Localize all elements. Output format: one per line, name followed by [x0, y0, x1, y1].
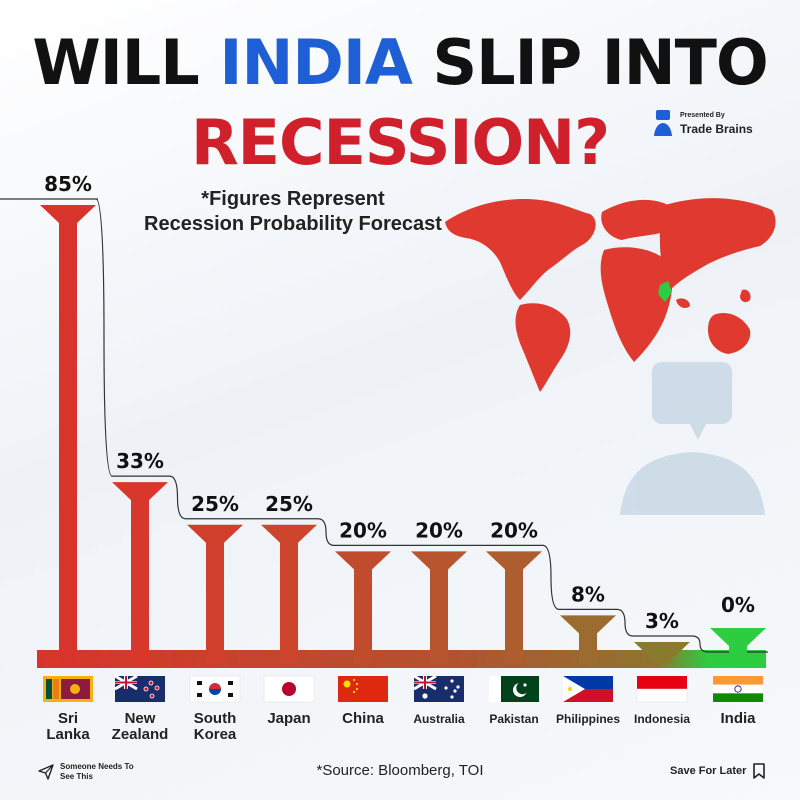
bar-cap [261, 524, 317, 543]
bar-column [579, 629, 597, 664]
value-label: 25% [191, 492, 239, 516]
south-korea-flag [189, 675, 241, 703]
indonesia-flag [636, 676, 688, 703]
bar-column [729, 644, 747, 654]
brand-name: Trade Brains [680, 122, 753, 136]
person-silhouette [620, 362, 765, 515]
bar-cap [112, 482, 168, 501]
category-label: South Korea [194, 710, 237, 743]
bar-column [59, 219, 77, 664]
value-label: 3% [645, 609, 679, 633]
headline-line-1: WILL INDIA SLIP INTO [0, 26, 800, 100]
bar-column [206, 538, 224, 664]
india-flag [713, 676, 763, 702]
bar-column [131, 496, 149, 664]
category-label: New Zealand [112, 710, 169, 743]
bar-cap [560, 615, 616, 634]
sri-lanka-flag [43, 676, 93, 702]
category-label: Pakistan [489, 712, 538, 726]
subtitle-line-2: Recession Probability Forecast [144, 213, 442, 235]
bar-cap [335, 551, 391, 570]
bar-philippines [560, 615, 616, 664]
subtitle-line-1: *Figures Represent [201, 188, 385, 210]
value-label: 85% [44, 172, 92, 196]
save-for-later-label[interactable]: Save For Later [670, 765, 747, 777]
bar-column [354, 565, 372, 664]
category-label: Sri Lanka [46, 710, 90, 743]
source-note: *Source: Bloomberg, TOI [316, 762, 484, 779]
category-label: Japan [267, 710, 310, 727]
japan-flag [263, 675, 315, 703]
subtitle: *Figures Represent Recession Probability… [118, 187, 468, 237]
category-label: Indonesia [634, 712, 690, 726]
presented-by-label: Presented By [680, 112, 725, 119]
value-label: 0% [721, 593, 755, 617]
bar-cap [411, 551, 467, 570]
value-label: 20% [415, 518, 463, 542]
category-label: India [720, 710, 756, 727]
value-label: 8% [571, 582, 605, 606]
bar-india [710, 628, 766, 654]
pakistan-flag [489, 676, 539, 702]
bar-sri-lanka [40, 205, 96, 664]
headline-word-india: INDIA [219, 26, 412, 99]
value-label: 20% [490, 518, 538, 542]
category-label: China [342, 710, 384, 727]
value-label: 25% [265, 492, 313, 516]
world-map [445, 198, 776, 392]
bar-cap [187, 524, 243, 543]
bar-south-korea [187, 524, 243, 664]
headline-word-slip-into: SLIP INTO [432, 26, 768, 99]
bar-pakistan [486, 551, 542, 664]
bar-cap [486, 551, 542, 570]
philippines-flag [563, 676, 613, 702]
bar-cap [634, 642, 690, 661]
australia-flag [413, 674, 464, 702]
headline-line-2: RECESSION? [190, 106, 610, 179]
trend-step-line [0, 198, 768, 653]
bar-indonesia [634, 642, 690, 664]
bar-japan [261, 524, 317, 664]
new-zealand-flag [114, 674, 165, 702]
headline-word-will: WILL [32, 26, 199, 99]
value-label: 20% [339, 518, 387, 542]
bookmark-icon[interactable] [752, 763, 766, 779]
share-label: Someone Needs To See This [60, 762, 134, 781]
bar-column [505, 565, 523, 664]
category-label: Philippines [556, 712, 620, 726]
paper-plane-icon [38, 764, 54, 780]
bar-new-zealand [112, 482, 168, 664]
bar-australia [411, 551, 467, 664]
bar-column [430, 565, 448, 664]
bar-cap [40, 205, 96, 223]
bar-cap [710, 628, 766, 646]
bar-column [280, 538, 298, 664]
china-flag [338, 676, 388, 702]
bar-china [335, 551, 391, 664]
value-label: 33% [116, 449, 164, 473]
category-label: Australia [413, 712, 465, 726]
trade-brains-logo-icon [654, 110, 672, 136]
